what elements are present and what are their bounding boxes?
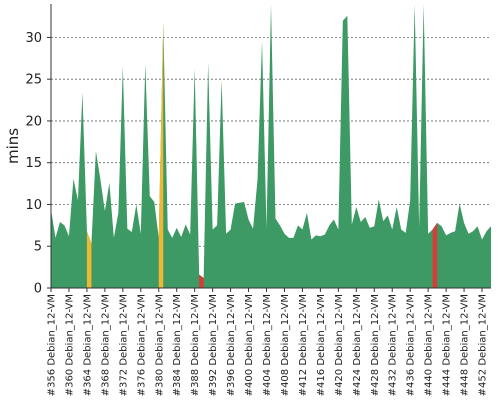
series-area-failure [199, 274, 204, 288]
y-tick-label: 15 [25, 156, 42, 171]
y-tick-label: 20 [25, 114, 42, 129]
x-tick-label: #444 Debian_12-VM [442, 294, 453, 396]
x-tick-label: #356 Debian_12-VM [47, 294, 58, 396]
series-area-failure [432, 222, 438, 288]
y-tick-label: 10 [25, 198, 42, 213]
x-tick-label: #392 Debian_12-VM [208, 294, 219, 396]
x-tick-label: #364 Debian_12-VM [82, 294, 93, 396]
y-tick-labels: 0 5 10 15 20 25 30 [25, 31, 42, 297]
x-tick-label: #436 Debian_12-VM [406, 294, 417, 396]
x-tick-labels: #356 Debian_12-VM #360 Debian_12-VM #364 D… [47, 294, 489, 396]
y-tick-label: 5 [34, 240, 42, 255]
area-layer [51, 4, 491, 289]
x-tick-label: #420 Debian_12-VM [334, 294, 345, 396]
x-tick-label: #380 Debian_12-VM [154, 294, 165, 396]
x-tick-label: #448 Debian_12-VM [460, 294, 471, 396]
x-tick-label: #372 Debian_12-VM [118, 294, 129, 396]
x-tick-label: #408 Debian_12-VM [280, 294, 291, 396]
y-axis-label: mins [4, 128, 22, 164]
x-tick-label: #412 Debian_12-VM [298, 294, 309, 396]
y-tick-label: 0 [34, 282, 42, 297]
x-tick-label: #360 Debian_12-VM [64, 294, 75, 396]
x-tick-label: #404 Debian_12-VM [262, 294, 273, 396]
x-tick-label: #384 Debian_12-VM [172, 294, 183, 396]
x-tick-label: #376 Debian_12-VM [136, 294, 147, 396]
x-tick-label: #428 Debian_12-VM [370, 294, 381, 396]
x-tick-label: #424 Debian_12-VM [352, 294, 363, 396]
x-tick-label: #396 Debian_12-VM [226, 294, 237, 396]
series-area-unstable [158, 22, 164, 289]
x-tick-label: #368 Debian_12-VM [100, 294, 111, 396]
x-tick-label: #400 Debian_12-VM [244, 294, 255, 396]
series-area-success [51, 4, 491, 288]
y-tick-label: 25 [25, 73, 42, 88]
x-tick-label: #432 Debian_12-VM [388, 294, 399, 396]
x-tick-label: #416 Debian_12-VM [316, 294, 327, 396]
x-tick-label: #440 Debian_12-VM [424, 294, 435, 396]
axis-layer [47, 4, 491, 292]
x-tick-label: #388 Debian_12-VM [190, 294, 201, 396]
series-area-unstable [86, 231, 92, 288]
y-tick-label: 30 [25, 31, 42, 46]
x-tick-label: #452 Debian_12-VM [478, 294, 489, 396]
